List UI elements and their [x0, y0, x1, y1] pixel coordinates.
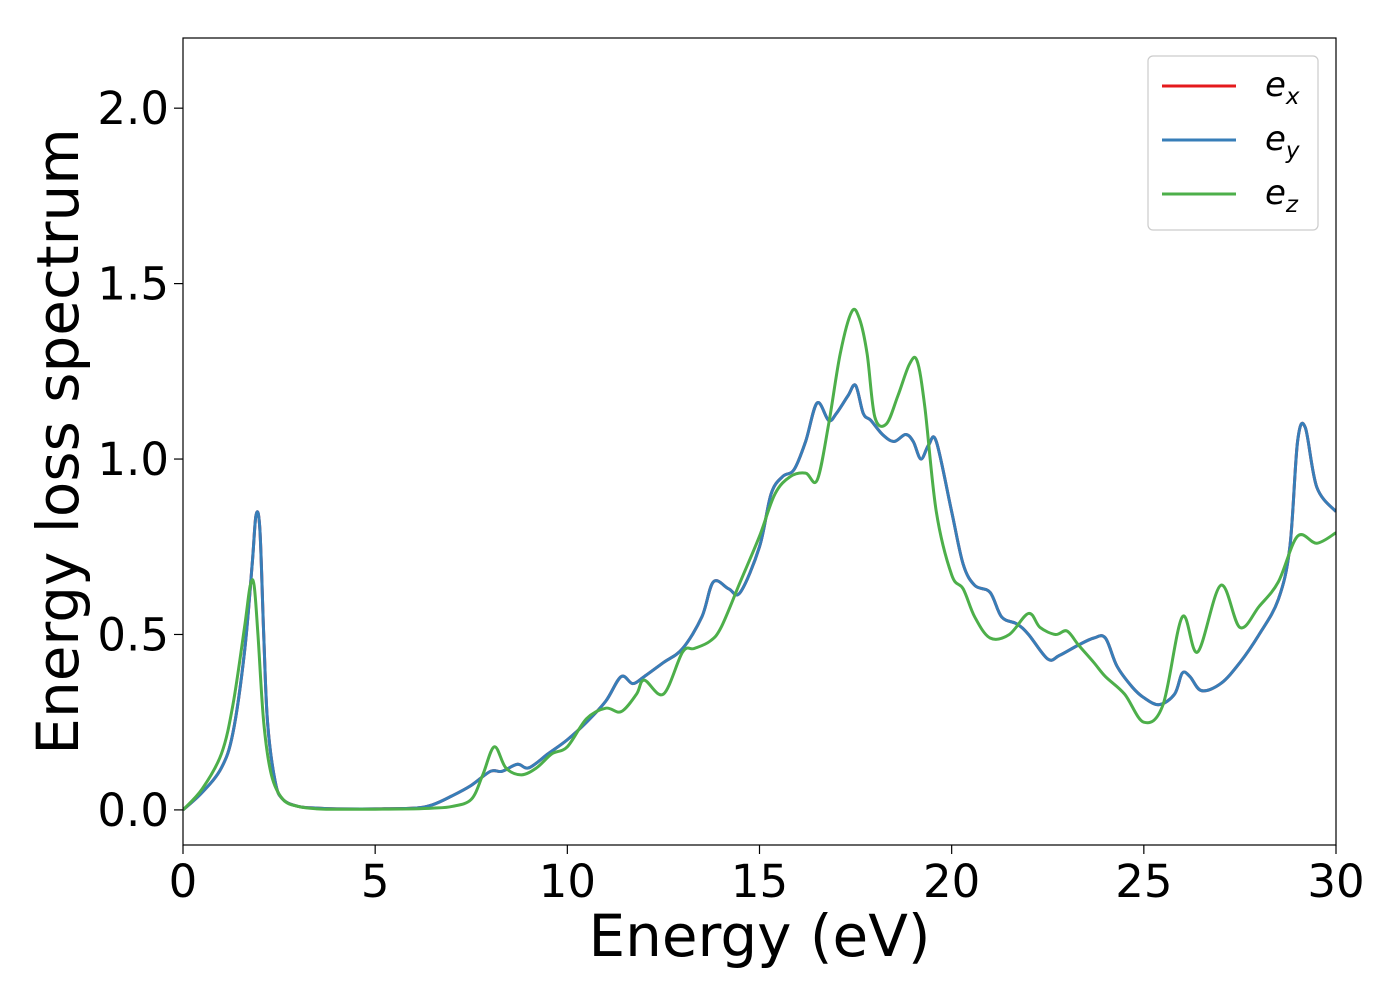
y-tick-label: 0.5 [97, 608, 169, 661]
y-tick-label: 1.0 [97, 433, 169, 486]
x-tick-label: 5 [361, 855, 390, 908]
series-line-z [183, 307, 1336, 811]
x-tick-label: 15 [731, 855, 788, 908]
x-axis: 0 5 10 15 20 25 30 [169, 845, 1365, 908]
y-tick-label: 1.5 [97, 258, 169, 311]
x-tick-label: 25 [1115, 855, 1172, 908]
legend-box [1147, 55, 1319, 231]
x-tick-label: 10 [539, 855, 596, 908]
y-axis-label: Energy loss spectrum [24, 128, 92, 754]
y-tick-label: 2.0 [97, 82, 169, 135]
x-tick-label: 0 [169, 855, 198, 908]
x-tick-label: 20 [923, 855, 980, 908]
y-tick-label: 0.0 [97, 784, 169, 837]
x-tick-label: 30 [1307, 855, 1364, 908]
legend: ex ey ez [1147, 55, 1319, 231]
series-line-y [183, 383, 1336, 812]
legend-label-y: ey [1265, 119, 1300, 164]
legend-label-z: ez [1265, 173, 1299, 218]
y-axis: 0.0 0.5 1.0 1.5 2.0 [97, 82, 183, 837]
series-line-x [183, 383, 1336, 812]
legend-label-x: ex [1265, 65, 1300, 110]
plot-series-group [183, 307, 1336, 812]
x-axis-label: Energy (eV) [588, 902, 930, 970]
